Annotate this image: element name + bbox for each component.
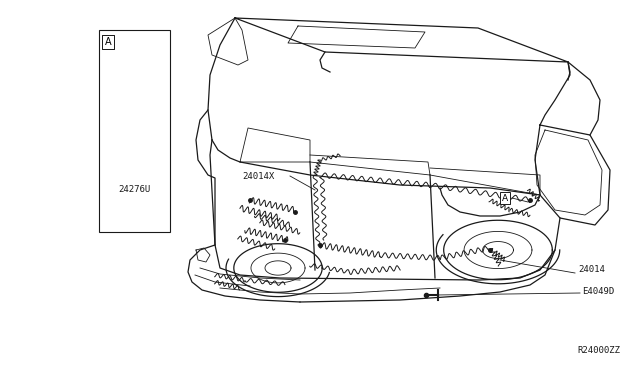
Text: R24000ZZ: R24000ZZ: [577, 346, 620, 355]
Bar: [99, 30, 170, 232]
Text: 24276U: 24276U: [118, 185, 150, 194]
Text: A: A: [502, 193, 508, 202]
Text: E4049D: E4049D: [582, 288, 614, 296]
Text: 24014X: 24014X: [242, 171, 275, 180]
Text: A: A: [105, 37, 111, 47]
Text: A: A: [105, 37, 111, 47]
Text: 24014: 24014: [578, 266, 605, 275]
